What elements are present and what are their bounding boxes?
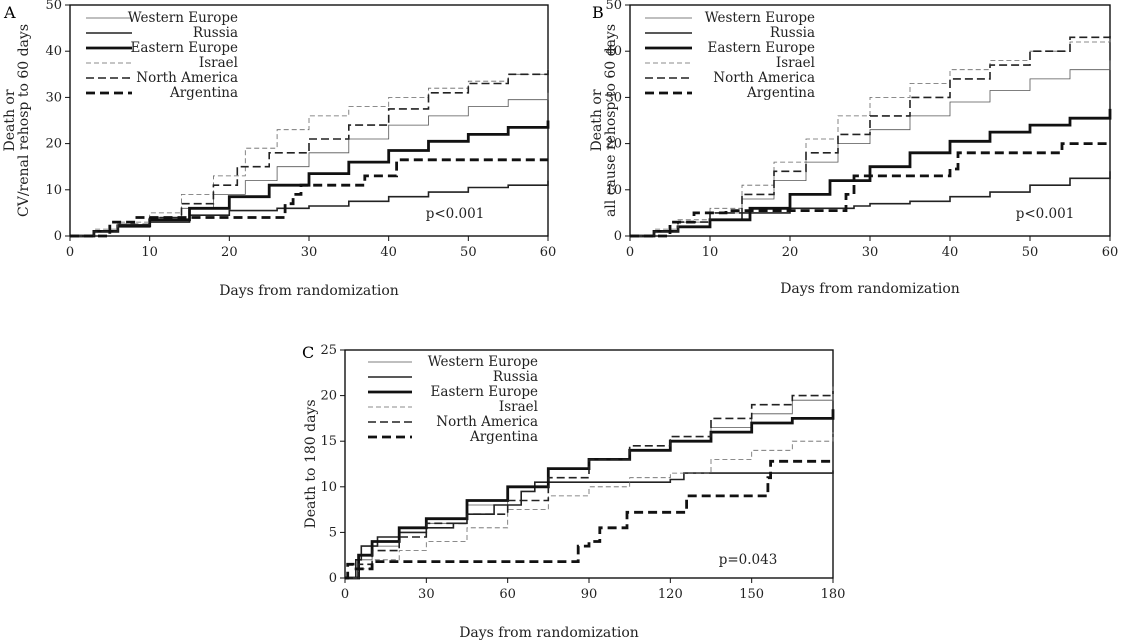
- x-tick-label: 40: [380, 245, 397, 260]
- series-line-eastern-europe: [630, 108, 1112, 238]
- legend-label: North America: [136, 70, 238, 86]
- x-tick-label: 0: [341, 587, 349, 602]
- legend-label: Argentina: [469, 429, 538, 445]
- x-tick-label: 30: [301, 245, 318, 260]
- series-line-eastern-europe: [70, 120, 550, 238]
- legend-label: Israel: [499, 399, 538, 415]
- y-tick-label: 0: [54, 229, 62, 244]
- p-value-annotation: p<0.001: [1016, 206, 1075, 222]
- series-line-north-america: [345, 391, 834, 579]
- x-tick-label: 90: [581, 587, 598, 602]
- x-tick-label: 10: [702, 245, 719, 260]
- y-tick-label: 20: [320, 389, 337, 404]
- y-tick-label: 10: [320, 480, 337, 495]
- legend-label: Russia: [193, 25, 238, 41]
- legend-label: Eastern Europe: [431, 384, 538, 400]
- x-tick-label: 20: [221, 245, 238, 260]
- panel-label: A: [3, 3, 16, 22]
- series-line-israel: [345, 432, 834, 579]
- x-tick-label: 20: [782, 245, 799, 260]
- y-axis-label: Death or: [2, 89, 18, 151]
- x-tick-label: 50: [1022, 245, 1039, 260]
- p-value-annotation: p=0.043: [719, 552, 778, 568]
- legend-label: North America: [713, 70, 815, 86]
- legend-label: North America: [436, 414, 538, 430]
- y-axis-label: all cause rehosp to 60 days: [603, 24, 619, 217]
- legend-label: Argentina: [746, 85, 815, 101]
- chart-panel-B: B 0 10 20 30 40 50 60 0 10 20 30 40 50 Days from rando…: [589, 0, 1118, 297]
- series-line-argentina: [345, 459, 833, 580]
- y-tick-label: 0: [614, 229, 622, 244]
- y-tick-label: 40: [605, 44, 622, 59]
- y-tick-label: 30: [605, 90, 622, 105]
- legend-label: Western Europe: [128, 10, 238, 26]
- y-tick-label: 50: [605, 0, 622, 13]
- y-tick-label: 25: [320, 343, 337, 358]
- x-axis-label: Days from randomization: [219, 283, 399, 299]
- y-tick-label: 15: [320, 434, 337, 449]
- chart-panel-A: A 0 10 20 30 40 50 60 0 10 20 30 40 50 Days from rando…: [2, 0, 556, 299]
- series-line-north-america: [70, 69, 549, 237]
- y-axis-label: CV/renal rehosp to 60 days: [16, 24, 32, 217]
- legend-label: Israel: [776, 55, 815, 71]
- x-tick-label: 30: [418, 587, 435, 602]
- y-tick-label: 10: [45, 183, 62, 198]
- x-tick-label: 150: [739, 587, 764, 602]
- x-tick-label: 120: [658, 587, 683, 602]
- series-line-eastern-europe: [345, 409, 835, 580]
- x-tick-label: 0: [66, 245, 74, 260]
- legend-label: Eastern Europe: [708, 40, 815, 56]
- legend-label: Russia: [770, 25, 815, 41]
- p-value-annotation: p<0.001: [426, 206, 485, 222]
- y-axis-label: Death or: [589, 89, 605, 151]
- y-tick-label: 0: [329, 571, 337, 586]
- legend-label: Argentina: [169, 85, 238, 101]
- x-axis-label: Days from randomization: [459, 625, 639, 641]
- y-tick-label: 40: [45, 44, 62, 59]
- y-tick-label: 5: [329, 525, 337, 540]
- y-tick-label: 20: [605, 137, 622, 152]
- x-tick-label: 60: [499, 587, 516, 602]
- x-tick-label: 30: [862, 245, 879, 260]
- y-tick-label: 50: [45, 0, 62, 13]
- panel-label: C: [302, 343, 314, 362]
- legend-label: Russia: [493, 369, 538, 385]
- x-tick-label: 40: [942, 245, 959, 260]
- x-tick-label: 0: [626, 245, 634, 260]
- series-line-western-europe: [70, 92, 549, 237]
- legend-label: Israel: [199, 55, 238, 71]
- x-tick-label: 10: [141, 245, 158, 260]
- chart-panel-C: C 0 30 60 90 120 150 180 0 5 10 15 20 25 Days from ran…: [302, 343, 845, 641]
- x-tick-label: 60: [540, 245, 557, 260]
- x-axis-label: Days from randomization: [780, 281, 960, 297]
- legend-label: Western Europe: [428, 354, 538, 370]
- panel-label: B: [592, 3, 604, 22]
- y-tick-label: 30: [45, 90, 62, 105]
- x-tick-label: 60: [1102, 245, 1119, 260]
- y-tick-label: 20: [45, 137, 62, 152]
- series-line-israel: [70, 69, 549, 237]
- y-axis-label: Death to 180 days: [303, 399, 319, 528]
- x-tick-label: 180: [821, 587, 846, 602]
- legend-label: Eastern Europe: [131, 40, 238, 56]
- x-tick-label: 50: [460, 245, 477, 260]
- series-line-argentina: [70, 158, 548, 238]
- series-line-argentina: [630, 142, 1110, 238]
- y-tick-label: 10: [605, 183, 622, 198]
- legend-label: Western Europe: [705, 10, 815, 26]
